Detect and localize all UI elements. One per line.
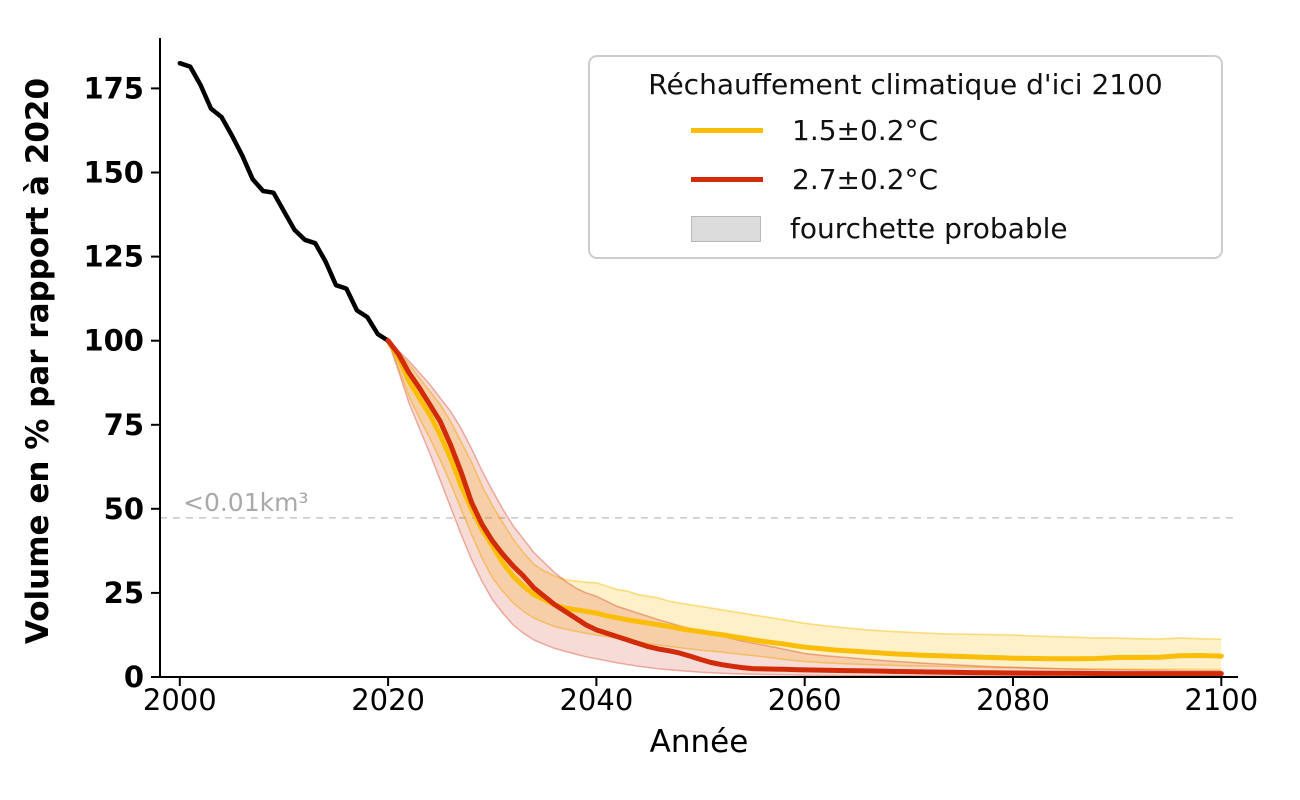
y-tick-label: 175: [83, 71, 144, 105]
legend-line-sample-2-7-icon: [691, 177, 763, 182]
legend-item-warming-2-7: 2.7±0.2°C: [590, 155, 1221, 204]
y-axis-title: Volume en % par rapport à 2020: [20, 78, 56, 644]
x-tick-label: 2080: [976, 683, 1050, 717]
legend-item-label: fourchette probable: [790, 212, 1068, 245]
threshold-annotation: <0.01km³: [183, 488, 308, 517]
legend: Réchauffement climatique d'ici 2100 1.5±…: [588, 55, 1223, 259]
uncertainty-band-1-5: [388, 340, 1222, 670]
y-tick-label: 100: [83, 324, 144, 358]
legend-title: Réchauffement climatique d'ici 2100: [648, 68, 1163, 101]
band-2-7-edge-upper: [387, 340, 1222, 672]
band-2-7-edge-lower: [387, 340, 1222, 678]
x-axis-title: Année: [650, 724, 749, 760]
series-line-warming-1-5: [385, 338, 1224, 662]
x-tick-label: 2100: [1184, 683, 1258, 717]
legend-item-label: 1.5±0.2°C: [792, 114, 939, 147]
x-tick-label: 2060: [768, 683, 842, 717]
legend-item-probable-range: fourchette probable: [590, 204, 1221, 253]
y-tick-label: 75: [104, 408, 144, 442]
y-tick-label: 150: [83, 156, 144, 190]
legend-item-label: 2.7±0.2°C: [792, 163, 939, 196]
series-line-observed: [177, 60, 391, 343]
band-1-5-edge-lower: [387, 340, 1222, 671]
x-tick-label: 2020: [351, 683, 425, 717]
x-tick-label: 2040: [559, 683, 633, 717]
legend-patch-sample-icon: [691, 215, 761, 242]
y-tick-label: 0: [124, 660, 144, 694]
x-tick-label: 2000: [143, 683, 217, 717]
y-tick-label: 125: [83, 240, 144, 274]
band-1-5-edge-upper: [387, 340, 1222, 641]
y-tick-label: 50: [104, 492, 144, 526]
legend-item-warming-1-5: 1.5±0.2°C: [590, 106, 1221, 155]
legend-line-sample-1-5-icon: [691, 128, 763, 133]
y-tick-label: 25: [104, 576, 144, 610]
series-line-warming-2-7: [385, 338, 1224, 677]
